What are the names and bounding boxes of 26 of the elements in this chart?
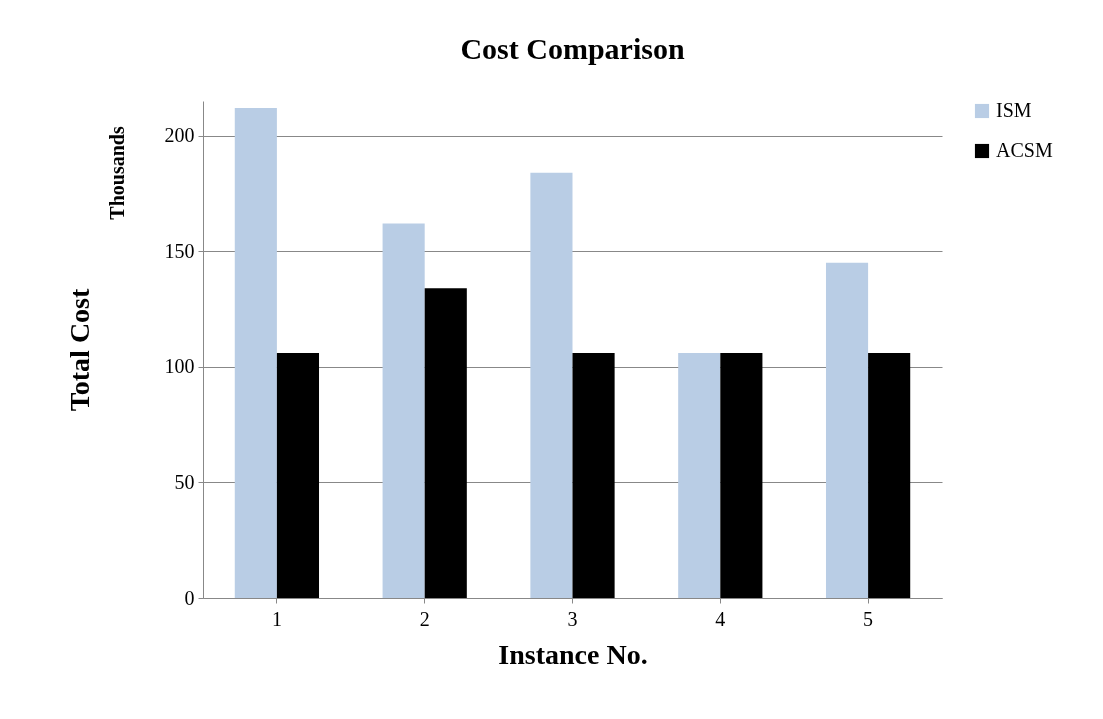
y-tick-label: 200 [164, 124, 195, 147]
bar [382, 223, 425, 598]
legend-label: ACSM [996, 139, 1053, 161]
bar [720, 352, 763, 598]
y-tick-label: 100 [164, 355, 195, 378]
x-tick-label: 1 [271, 607, 282, 630]
bar [868, 352, 911, 598]
bar [678, 352, 721, 598]
y-tick-label: 150 [164, 239, 195, 262]
bar [276, 352, 320, 598]
text: Thousands [106, 126, 128, 220]
bar [530, 172, 573, 598]
x-tick-label: 3 [567, 607, 578, 630]
y-tick-label: 50 [174, 470, 195, 493]
x-tick-label: 2 [419, 607, 430, 630]
x-tick-label: 5 [863, 607, 874, 630]
x-tick-label: 4 [715, 607, 726, 630]
x-axis-title: Instance No. [498, 638, 648, 670]
bar [572, 352, 615, 598]
y-axis-title: Total Cost [63, 288, 95, 412]
bar [825, 262, 869, 598]
legend-label: ISM [996, 99, 1032, 121]
bar [234, 107, 277, 598]
chart-title: Cost Comparison [460, 32, 685, 65]
bar [424, 288, 467, 598]
y-tick-label: 0 [184, 586, 195, 609]
